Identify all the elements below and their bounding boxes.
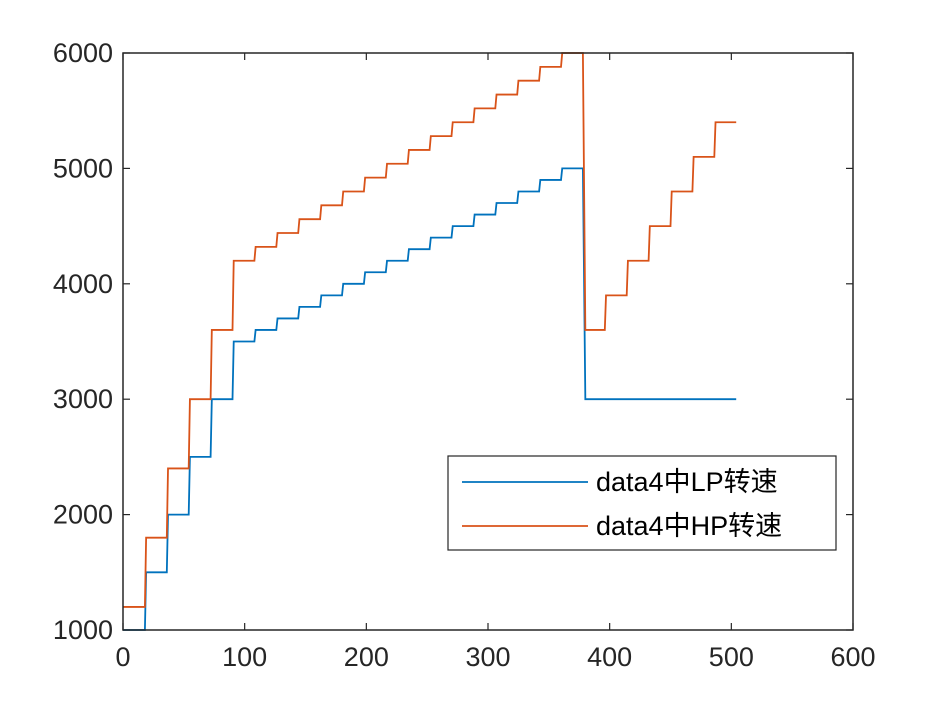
y-tick-label: 1000 bbox=[53, 615, 113, 645]
axis-layer: 0 100 200 300 400 500 600 1000 2000 3000 4000 5000 6… bbox=[53, 38, 876, 672]
x-tick-label: 500 bbox=[709, 642, 754, 672]
legend-box bbox=[447, 455, 837, 551]
x-tick-label: 100 bbox=[222, 642, 267, 672]
series-line-lp bbox=[123, 167, 737, 631]
y-tick-label: 4000 bbox=[53, 269, 113, 299]
y-tick-label: 3000 bbox=[53, 384, 113, 414]
series-layer bbox=[123, 52, 737, 631]
x-tick-label: 0 bbox=[115, 642, 130, 672]
x-tick-label: 600 bbox=[830, 642, 875, 672]
y-tick-label: 6000 bbox=[53, 38, 113, 68]
x-tick-label: 400 bbox=[587, 642, 632, 672]
series-line-hp bbox=[123, 52, 737, 608]
x-tick-label: 300 bbox=[465, 642, 510, 672]
legend-label-lp: data4中LP转速 bbox=[596, 467, 778, 497]
legend: data4中LP转速 data4中HP转速 bbox=[447, 455, 837, 551]
x-tick-label: 200 bbox=[344, 642, 389, 672]
y-tick-label: 2000 bbox=[53, 500, 113, 530]
y-tick-label: 5000 bbox=[53, 153, 113, 183]
legend-label-hp: data4中HP转速 bbox=[596, 511, 782, 541]
